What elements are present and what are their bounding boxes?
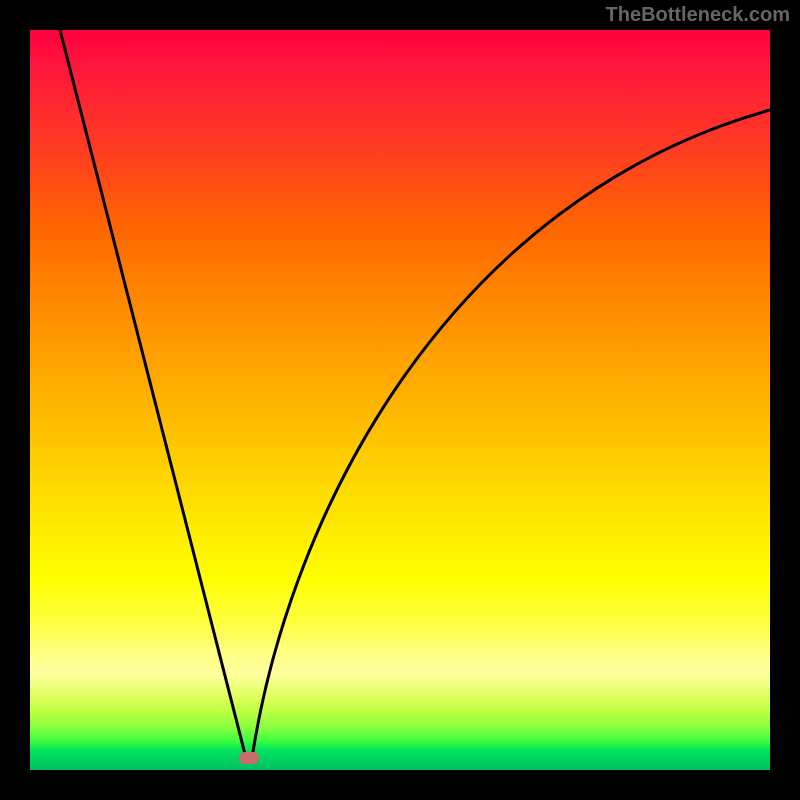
bottleneck-curve [60, 30, 770, 758]
plot-area [30, 30, 770, 770]
watermark-text: TheBottleneck.com [606, 4, 790, 27]
chart-container: TheBottleneck.com [0, 0, 800, 800]
optimum-marker [239, 752, 259, 764]
curve-svg [30, 30, 770, 770]
